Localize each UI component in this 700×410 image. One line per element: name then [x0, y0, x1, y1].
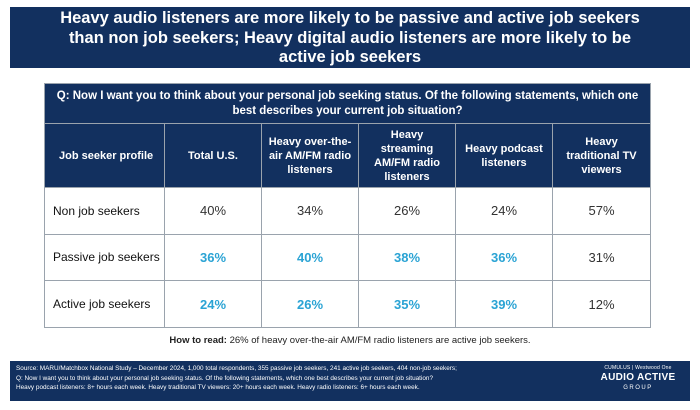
logo-main-text: AUDIO ACTIVE — [600, 372, 676, 383]
value-cell: 31% — [552, 233, 651, 282]
source-line-3: Heavy podcast listeners: 8+ hours each w… — [16, 384, 420, 391]
slide-title: Heavy audio listeners are more likely to… — [10, 7, 690, 68]
audio-active-group-logo: CUMULUS | Westwood One AUDIO ACTIVE GROU… — [594, 365, 682, 392]
value-cell: 40% — [164, 187, 262, 235]
value-cell: 36% — [455, 233, 553, 282]
job-seeker-table: Q: Now I want you to think about your pe… — [44, 83, 651, 328]
how-to-read-label: How to read: — [169, 335, 227, 346]
value-cell: 57% — [552, 187, 651, 235]
logo-sub-text: GROUP — [623, 385, 653, 391]
value-cell: 40% — [261, 233, 359, 282]
table-row: Non job seekers 40% 34% 26% 24% 57% — [44, 187, 651, 235]
table-row: Active job seekers 24% 26% 35% 39% 12% — [44, 280, 651, 328]
table-row: Passive job seekers 36% 40% 38% 36% 31% — [44, 233, 651, 282]
row-label: Active job seekers — [44, 280, 165, 328]
table-body: Non job seekers 40% 34% 26% 24% 57% Passive jo… — [44, 187, 651, 328]
source-line-1: Source: MARU/Matchbox National Study – D… — [16, 365, 457, 372]
value-cell: 26% — [358, 187, 456, 235]
source-line-2: Q: Now I want you to think about your pe… — [16, 374, 434, 382]
column-header: Heavy over-the-air AM/FM radio listeners — [261, 123, 359, 188]
value-cell: 24% — [455, 187, 553, 235]
survey-question: Q: Now I want you to think about your pe… — [44, 83, 651, 124]
column-header: Heavy podcast listeners — [455, 123, 553, 188]
value-cell: 24% — [164, 280, 262, 328]
value-cell: 12% — [552, 280, 651, 328]
column-header-row: Job seeker profile Total U.S. Heavy over-t… — [44, 123, 651, 188]
value-cell: 34% — [261, 187, 359, 235]
column-header: Heavy streaming AM/FM radio listeners — [358, 123, 456, 188]
value-cell: 39% — [455, 280, 553, 328]
value-cell: 36% — [164, 233, 262, 282]
how-to-read-text: 26% of heavy over-the-air AM/FM radio li… — [226, 335, 531, 346]
footer-bar: Source: MARU/Matchbox National Study – D… — [10, 361, 690, 401]
column-header: Total U.S. — [164, 123, 262, 188]
value-cell: 35% — [358, 280, 456, 328]
how-to-read-note: How to read: 26% of heavy over-the-air A… — [0, 335, 700, 346]
source-note: Source: MARU/Matchbox National Study – D… — [16, 364, 591, 393]
value-cell: 26% — [261, 280, 359, 328]
logo-top-text: CUMULUS | Westwood One — [604, 365, 672, 371]
value-cell: 38% — [358, 233, 456, 282]
column-header: Job seeker profile — [44, 123, 165, 188]
row-label: Passive job seekers — [44, 233, 165, 282]
column-header: Heavy traditional TV viewers — [552, 123, 651, 188]
row-label: Non job seekers — [44, 187, 165, 235]
